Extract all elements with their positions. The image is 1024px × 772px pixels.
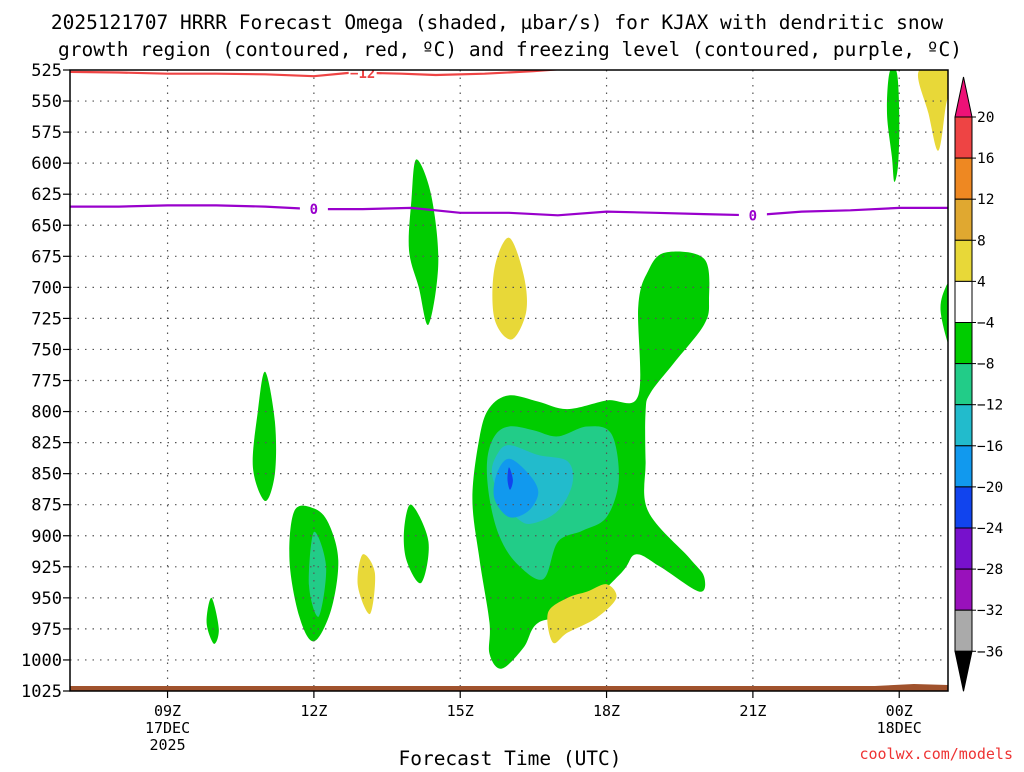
x-axis-label: Forecast Time (UTC) xyxy=(398,747,621,768)
y-tick-label-750: 750 xyxy=(31,340,62,360)
omega-region-g4 xyxy=(206,597,219,644)
colorbar-segment-4 xyxy=(954,280,973,323)
colorbar-label-9: −20 xyxy=(977,480,1003,496)
ground-fill xyxy=(70,684,948,691)
omega-region-y2 xyxy=(492,237,527,340)
y-tick-label-825: 825 xyxy=(31,434,62,454)
contour-label-bg-2 xyxy=(738,208,767,223)
colorbar-segment-5 xyxy=(954,322,973,365)
omega-region-t1 xyxy=(308,531,327,617)
contour-lines: −12 0 0 xyxy=(70,66,948,224)
colorbar-segment-2 xyxy=(954,198,973,241)
y-tick-label-625: 625 xyxy=(31,185,62,205)
x-tick-label-00Z: 00Z xyxy=(886,702,913,720)
colorbar-bottom-arrow xyxy=(954,650,973,692)
omega-region-g8 xyxy=(940,283,948,344)
y-tick-label-800: 800 xyxy=(31,403,62,423)
colorbar-segment-7 xyxy=(954,404,973,447)
x-tick-label-12Z: 12Z xyxy=(300,702,327,720)
colorbar-segment-10 xyxy=(954,527,973,570)
colorbar-label-12: −32 xyxy=(977,603,1003,619)
y-tick-label-675: 675 xyxy=(31,247,62,267)
chart-title-line2: growth region (contoured, red, ºC) and f… xyxy=(58,38,962,61)
y-tick-label-875: 875 xyxy=(31,496,62,516)
omega-region-g2 xyxy=(408,159,439,326)
y-tick-label-650: 650 xyxy=(31,216,62,236)
colorbar-segment-6 xyxy=(954,363,973,406)
colorbar-segment-3 xyxy=(954,239,973,282)
contour-label-bg-1 xyxy=(299,202,328,217)
colorbar-segment-0 xyxy=(954,116,973,159)
omega-region-b1 xyxy=(493,458,539,518)
omega-region-y1 xyxy=(917,70,948,151)
x-tick-sub1-09Z: 17DEC xyxy=(145,719,190,737)
y-axis-ticks: 525 550 575 600 625 650 675 700 725 750 775 800 825 8… xyxy=(21,61,70,702)
colorbar-label-0: 20 xyxy=(977,110,994,126)
omega-region-y4 xyxy=(547,584,617,644)
y-tick-label-925: 925 xyxy=(31,558,62,578)
y-tick-label-1025: 1025 xyxy=(21,682,62,702)
colorbar-label-6: −8 xyxy=(977,357,994,373)
y-tick-label-900: 900 xyxy=(31,527,62,547)
x-tick-sub1-00Z: 18DEC xyxy=(877,719,922,737)
y-tick-label-525: 525 xyxy=(31,61,62,81)
colorbar-segment-8 xyxy=(954,445,973,488)
omega-region-g3 xyxy=(252,371,277,502)
x-tick-sub2-09Z: 2025 xyxy=(149,736,185,754)
ground-layer xyxy=(70,684,948,691)
y-tick-label-850: 850 xyxy=(31,465,62,485)
y-tick-label-775: 775 xyxy=(31,372,62,392)
x-tick-label-09Z: 09Z xyxy=(154,702,181,720)
colorbar-label-3: 8 xyxy=(977,233,986,249)
contour-label-bg-0 xyxy=(348,70,377,81)
y-tick-label-1000: 1000 xyxy=(21,651,62,671)
colorbar-label-13: −36 xyxy=(977,644,1003,660)
credit-text: coolwx.com/models xyxy=(859,745,1013,763)
colorbar-label-5: −4 xyxy=(977,316,995,332)
colorbar: 20 16 12 8 4 −4 −8 −12 −16 −20 −24 −28 −32 −36 xyxy=(954,76,1003,692)
colorbar-segment-12 xyxy=(954,609,973,652)
y-tick-label-700: 700 xyxy=(31,278,62,298)
contour-label-1: 0 xyxy=(310,202,318,218)
x-tick-label-18Z: 18Z xyxy=(593,702,620,720)
omega-region-b2 xyxy=(507,467,513,490)
colorbar-segment-9 xyxy=(954,486,973,529)
y-tick-label-725: 725 xyxy=(31,309,62,329)
chart-title-line1: 2025121707 HRRR Forecast Omega (shaded, … xyxy=(51,11,943,34)
colorbar-segment-1 xyxy=(954,157,973,200)
colorbar-top-arrow xyxy=(954,76,973,118)
grid-lines xyxy=(70,70,948,691)
contour-line-1 xyxy=(70,204,948,217)
colorbar-segment-11 xyxy=(954,568,973,611)
y-tick-label-550: 550 xyxy=(31,92,62,112)
contour-label-2: 0 xyxy=(749,208,757,224)
x-tick-label-15Z: 15Z xyxy=(447,702,474,720)
omega-region-g1 xyxy=(886,70,900,182)
colorbar-label-7: −12 xyxy=(977,398,1003,414)
colorbar-label-8: −16 xyxy=(977,439,1003,455)
contour-label-0: −12 xyxy=(350,66,375,82)
colorbar-label-10: −24 xyxy=(977,521,1003,537)
omega-region-y3 xyxy=(357,554,376,615)
colorbar-label-2: 12 xyxy=(977,192,994,208)
omega-shaded-regions xyxy=(206,70,948,669)
y-tick-label-600: 600 xyxy=(31,154,62,174)
x-tick-label-21Z: 21Z xyxy=(739,702,766,720)
y-tick-label-950: 950 xyxy=(31,589,62,609)
colorbar-label-4: 4 xyxy=(977,274,986,290)
colorbar-label-1: 16 xyxy=(977,151,994,167)
colorbar-label-11: −28 xyxy=(977,562,1003,578)
y-tick-label-975: 975 xyxy=(31,620,62,640)
y-tick-label-575: 575 xyxy=(31,123,62,143)
omega-region-g6 xyxy=(403,504,429,584)
